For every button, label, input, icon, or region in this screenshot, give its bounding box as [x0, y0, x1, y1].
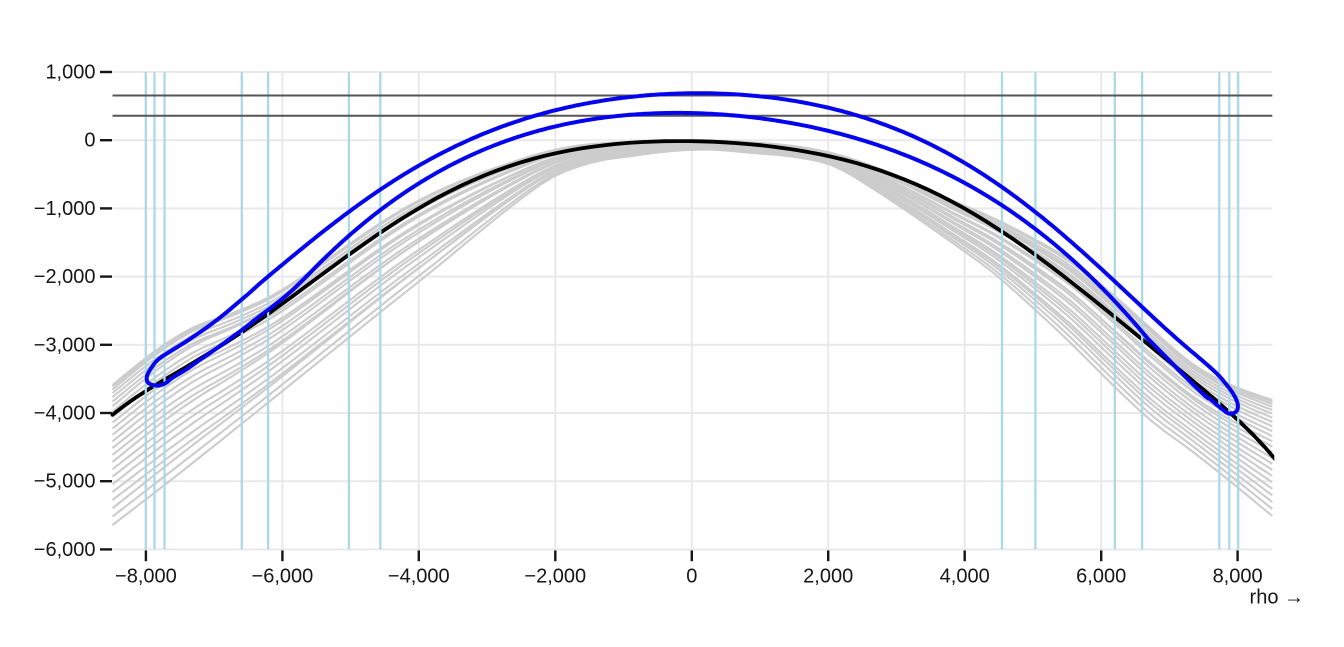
svg-text:−3,000: −3,000: [34, 334, 96, 356]
svg-text:−1,000: −1,000: [34, 198, 96, 220]
svg-text:6,000: 6,000: [1076, 566, 1126, 588]
svg-text:−6,000: −6,000: [252, 566, 314, 588]
svg-text:rho →: rho →: [1250, 587, 1304, 609]
svg-text:−5,000: −5,000: [34, 471, 96, 493]
svg-text:−6,000: −6,000: [34, 539, 96, 561]
svg-text:−2,000: −2,000: [524, 566, 586, 588]
svg-text:−4,000: −4,000: [34, 403, 96, 425]
svg-text:−2,000: −2,000: [34, 266, 96, 288]
svg-text:1,000: 1,000: [45, 62, 95, 84]
svg-text:4,000: 4,000: [940, 566, 990, 588]
svg-text:0: 0: [686, 566, 697, 588]
svg-text:−8,000: −8,000: [115, 566, 177, 588]
svg-text:2,000: 2,000: [803, 566, 853, 588]
svg-text:−4,000: −4,000: [388, 566, 450, 588]
svg-text:8,000: 8,000: [1213, 566, 1263, 588]
svg-text:0: 0: [84, 130, 95, 152]
